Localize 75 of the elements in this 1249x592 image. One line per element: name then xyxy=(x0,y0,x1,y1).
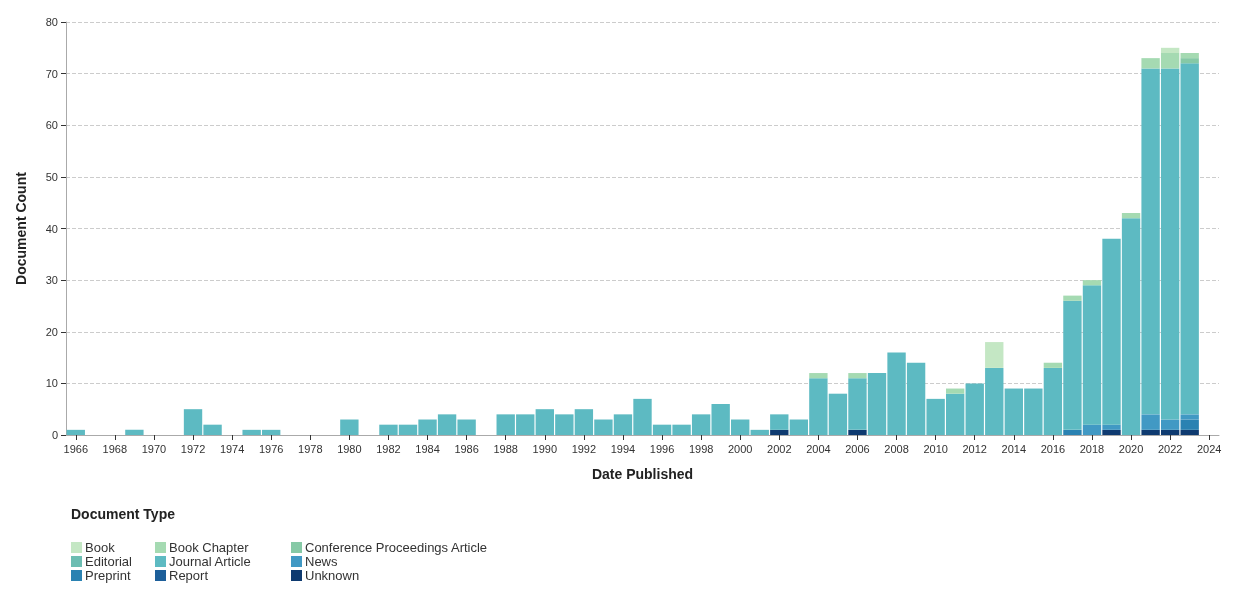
legend-label: Preprint xyxy=(85,568,131,583)
bar xyxy=(1180,58,1199,64)
x-axis-title: Date Published xyxy=(591,466,694,482)
x-tick-label: 1980 xyxy=(337,442,362,455)
legend-label: Editorial xyxy=(85,554,133,569)
x-tick-label: 1970 xyxy=(141,442,167,455)
x-tick-label: 2006 xyxy=(845,442,870,455)
y-axis-title: Document Count xyxy=(13,171,29,285)
y-tick-label: 70 xyxy=(45,67,58,80)
x-tick-label: 1984 xyxy=(415,442,440,455)
x-tick-label: 2002 xyxy=(767,442,792,455)
legend-label: Journal Article xyxy=(169,554,251,569)
x-tick-label: 1996 xyxy=(649,442,675,455)
y-tick-label: 80 xyxy=(45,16,58,28)
x-tick-label: 2004 xyxy=(806,442,831,455)
x-tick-label: 1998 xyxy=(688,442,714,455)
x-tick-label: 2010 xyxy=(923,442,948,455)
x-tick-label: 1978 xyxy=(298,442,323,455)
bar xyxy=(848,429,867,435)
bar xyxy=(340,419,359,435)
bar xyxy=(1102,429,1121,435)
y-tick-label: 20 xyxy=(45,325,58,338)
bar xyxy=(1180,414,1199,420)
x-tick-label: 2014 xyxy=(1001,442,1027,455)
y-tick-label: 30 xyxy=(45,274,58,287)
bar xyxy=(1082,280,1102,286)
bar xyxy=(1180,429,1199,435)
bar xyxy=(770,414,789,430)
x-tick-label: 1976 xyxy=(258,442,284,455)
x-tick-label: 2000 xyxy=(727,442,753,455)
x-tick-label: 2016 xyxy=(1040,442,1066,455)
x-tick-label: 1986 xyxy=(454,442,479,455)
bar xyxy=(750,429,769,435)
x-tick-label: 1994 xyxy=(610,442,636,455)
bar xyxy=(1180,63,1199,415)
x-tick-label: 2008 xyxy=(884,442,909,455)
legend-label: Book Chapter xyxy=(169,540,250,555)
legend-label: Book xyxy=(85,540,116,555)
bar xyxy=(125,429,144,435)
x-tick-label: 1974 xyxy=(219,442,245,455)
y-tick-label: 0 xyxy=(51,429,58,441)
x-tick-label: 1988 xyxy=(493,442,518,455)
bar xyxy=(809,373,828,379)
bar xyxy=(1063,295,1082,301)
legend-label: Conference Proceedings Article xyxy=(305,540,488,555)
legend-title: Document Type xyxy=(71,506,176,522)
x-tick-label: 2022 xyxy=(1157,442,1183,455)
bar xyxy=(66,429,85,435)
bar xyxy=(985,342,1004,368)
x-tick-label: 2020 xyxy=(1118,442,1144,455)
bar xyxy=(1121,213,1141,219)
x-tick-label: 1968 xyxy=(102,442,128,455)
x-tick-label: 1990 xyxy=(532,442,558,455)
x-tick-label: 2018 xyxy=(1079,442,1105,455)
x-tick-label: 1982 xyxy=(376,442,401,455)
x-tick-label: 2012 xyxy=(962,442,987,455)
bar xyxy=(1043,362,1063,368)
legend-label: Unknown xyxy=(305,568,360,583)
y-tick-label: 10 xyxy=(45,377,58,390)
bar xyxy=(1180,52,1199,59)
bar xyxy=(770,429,789,435)
bar xyxy=(1160,47,1180,53)
x-tick-label: 2024 xyxy=(1196,442,1222,455)
y-tick-label: 40 xyxy=(45,222,58,235)
legend-label: Report xyxy=(169,568,209,583)
bar xyxy=(848,373,867,379)
bar xyxy=(945,388,965,394)
y-tick-label: 60 xyxy=(45,119,58,132)
bar xyxy=(1063,429,1082,435)
x-tick-label: 1972 xyxy=(180,442,206,455)
y-tick-label: 50 xyxy=(45,170,58,183)
x-tick-label: 1992 xyxy=(571,442,597,455)
x-tick-label: 1966 xyxy=(63,442,89,455)
bar xyxy=(1180,419,1199,430)
legend-label: News xyxy=(305,554,339,569)
